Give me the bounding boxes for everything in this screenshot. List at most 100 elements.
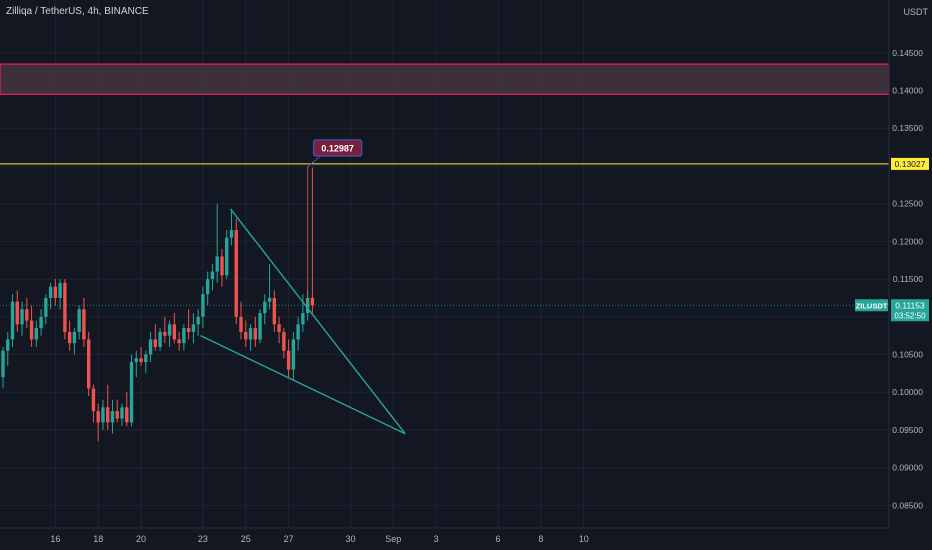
candle-body xyxy=(139,358,143,363)
candle-body xyxy=(263,301,267,314)
candle-body xyxy=(191,324,196,332)
time-tick-label: 20 xyxy=(136,534,146,544)
time-tick-label: 23 xyxy=(198,534,208,544)
price-axis[interactable]: 0.085000.090000.095000.100000.105000.110… xyxy=(892,48,923,511)
candlestick-series xyxy=(1,167,315,442)
candle-body xyxy=(210,271,215,280)
candle-body xyxy=(53,286,58,298)
callout-value: 0.12987 xyxy=(321,143,354,153)
candle-body xyxy=(267,297,272,302)
candle-body xyxy=(67,331,72,344)
candle-body xyxy=(44,297,48,317)
price-tick-label: 0.12500 xyxy=(892,199,923,209)
price-tick-label: 0.11500 xyxy=(893,274,923,284)
wedge-lower-trendline xyxy=(200,335,406,435)
candle-body xyxy=(96,411,100,423)
candle-body xyxy=(144,354,148,363)
resistance-price-tag xyxy=(891,157,929,170)
candle-body xyxy=(182,328,186,344)
price-tick-label: 0.13500 xyxy=(892,123,923,133)
candle-body xyxy=(310,297,315,306)
candle-body xyxy=(58,282,62,298)
time-tick-label: 6 xyxy=(496,534,501,544)
candle-body xyxy=(277,324,281,332)
last-price-tag xyxy=(891,299,929,322)
price-tick-label: 0.10500 xyxy=(892,350,923,360)
time-axis[interactable]: 16 18 20 23 25 27 30 Sep 3 6 8 10 xyxy=(50,534,588,544)
candle-body xyxy=(177,339,181,344)
candle-body xyxy=(25,309,29,321)
candle-body xyxy=(286,350,291,370)
price-tick-label: 0.12000 xyxy=(892,236,923,246)
price-target-callout[interactable]: 0.12987 xyxy=(307,139,363,306)
symbol-text: ZILUSDT xyxy=(856,301,888,310)
candle-body xyxy=(91,388,96,412)
candle-body xyxy=(220,256,224,276)
price-tick-label: 0.09500 xyxy=(892,425,923,435)
candle-body xyxy=(134,358,138,363)
price-tick-label: 0.14500 xyxy=(892,48,923,58)
candle-body xyxy=(106,407,110,423)
candle-body xyxy=(10,301,15,340)
candle-body xyxy=(34,328,39,340)
bar-countdown-text: 03:52:50 xyxy=(894,311,926,320)
candle-body xyxy=(196,316,200,325)
candle-body xyxy=(158,331,162,347)
time-tick-label: 25 xyxy=(241,534,251,544)
chart-title: Zilliqa / TetherUS, 4h, BINANCE xyxy=(6,6,149,17)
time-tick-label: 3 xyxy=(434,534,439,544)
candle-body xyxy=(167,324,172,336)
candle-body xyxy=(229,230,234,238)
candle-body xyxy=(6,339,10,351)
candle-body xyxy=(282,331,286,351)
last-price-text: 0.11153 xyxy=(895,300,925,310)
candle-body xyxy=(1,350,5,378)
candle-body xyxy=(244,331,248,340)
price-tick-label: 0.09000 xyxy=(892,463,923,473)
candle-body xyxy=(253,328,257,340)
candle-body xyxy=(63,282,67,332)
time-tick-label: 10 xyxy=(579,534,589,544)
candle-body xyxy=(20,309,24,325)
time-tick-label: 30 xyxy=(345,534,355,544)
time-tick-label: 8 xyxy=(538,534,543,544)
price-tick-label: 0.14000 xyxy=(892,86,923,96)
candle-body xyxy=(201,294,205,317)
symbol-tag xyxy=(855,299,888,312)
candle-body xyxy=(239,316,243,332)
candle-body xyxy=(110,411,115,423)
quote-currency-label: USDT xyxy=(903,7,929,17)
candle-body xyxy=(72,331,77,344)
candle-body xyxy=(225,237,229,276)
supply-zone-rectangle[interactable] xyxy=(0,63,890,95)
candle-body xyxy=(101,407,105,423)
falling-wedge-drawing[interactable] xyxy=(200,208,406,435)
time-tick-label: Sep xyxy=(385,534,401,544)
candle-body xyxy=(129,362,134,423)
time-tick-label: 27 xyxy=(284,534,294,544)
candle-body xyxy=(48,286,53,298)
callout-pointer xyxy=(307,154,323,168)
candle-body xyxy=(186,328,191,332)
wedge-upper-trendline xyxy=(229,208,406,435)
candle-body xyxy=(148,339,153,355)
candle-body xyxy=(296,324,300,340)
candle-body xyxy=(39,316,43,329)
candle-body xyxy=(86,339,91,389)
time-tick-label: 18 xyxy=(93,534,103,544)
candle-body xyxy=(205,279,210,295)
price-tick-label: 0.10000 xyxy=(892,387,923,397)
candle-body xyxy=(234,230,238,317)
candle-body xyxy=(77,309,81,332)
candle-body xyxy=(215,256,219,272)
candle-body xyxy=(291,339,296,370)
candle-body xyxy=(120,407,124,419)
price-tick-label: 0.08500 xyxy=(892,500,923,510)
candle-body xyxy=(163,331,167,336)
time-tick-label: 16 xyxy=(50,534,60,544)
candle-body xyxy=(125,407,129,423)
candle-body xyxy=(172,324,177,340)
callout-box xyxy=(312,139,363,157)
candle-body xyxy=(301,313,305,325)
